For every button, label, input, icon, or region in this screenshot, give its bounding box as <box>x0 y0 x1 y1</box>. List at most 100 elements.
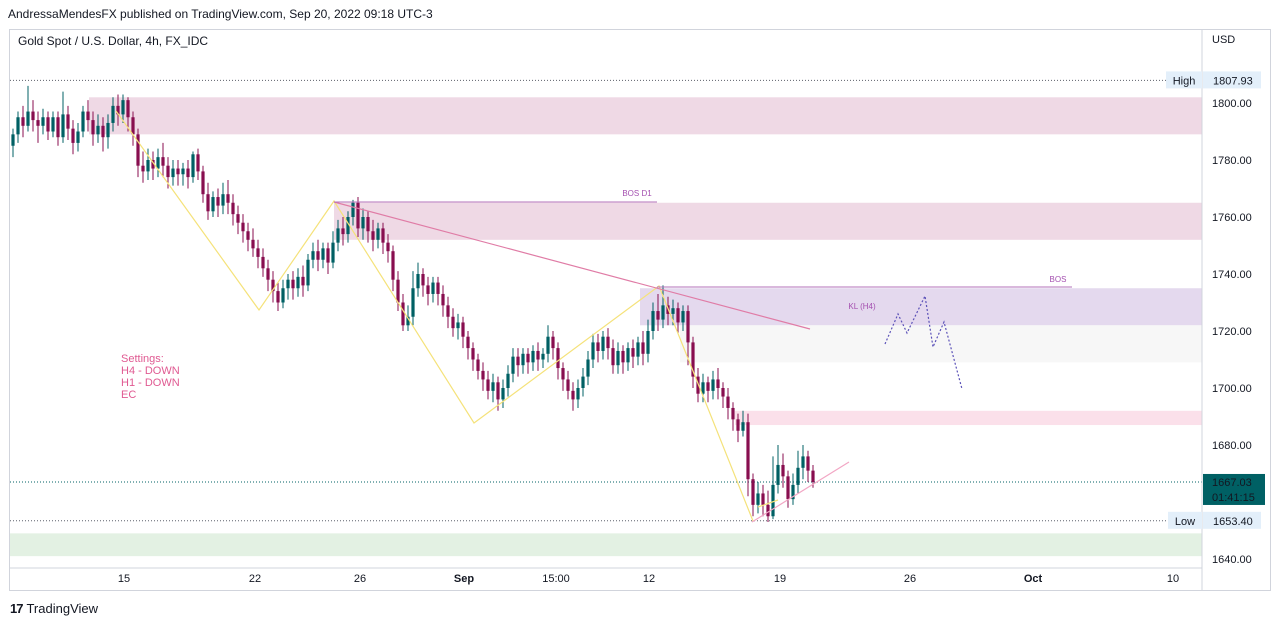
candle-body <box>376 228 380 240</box>
x-tick-label: 26 <box>904 573 916 585</box>
projection-path <box>884 294 963 390</box>
candle-body <box>561 368 565 380</box>
candle-body <box>286 279 290 289</box>
candle-body <box>726 396 730 408</box>
candle-body <box>36 120 40 126</box>
candle-body <box>811 470 815 483</box>
candle-body <box>756 493 760 505</box>
key-level-h4 <box>640 288 1202 326</box>
candle-body <box>381 228 385 243</box>
candle-body <box>261 256 265 269</box>
candle-body <box>761 493 765 505</box>
descending-trendline <box>333 201 811 330</box>
candle-body <box>591 342 595 360</box>
y-tick-label: 1640.00 <box>1212 554 1252 566</box>
y-tick-label: 1780.00 <box>1212 155 1252 167</box>
candle-body <box>26 111 30 126</box>
candle-body <box>21 117 25 126</box>
candle-body <box>461 322 465 337</box>
candle-body <box>781 464 785 477</box>
candle-body <box>136 134 140 166</box>
candle-body <box>576 388 580 400</box>
candle-body <box>456 322 460 329</box>
candle-body <box>116 105 120 115</box>
symbol-title[interactable]: Gold Spot / U.S. Dollar, 4h, FX_IDC <box>18 34 209 48</box>
candle-body <box>511 356 515 374</box>
candle-body <box>31 111 35 121</box>
candle-body <box>186 168 190 178</box>
candle-body <box>491 382 495 391</box>
x-tick-label: 26 <box>354 573 366 585</box>
candle-body <box>161 157 165 166</box>
candle-body <box>496 382 500 400</box>
settings-note-line: H4 - DOWN <box>121 365 180 377</box>
candle-body <box>391 251 395 280</box>
candle-body <box>326 248 330 263</box>
candle-body <box>291 279 295 289</box>
candle-body <box>16 117 20 135</box>
candle-body <box>146 160 150 172</box>
candle-body <box>226 194 230 203</box>
y-tick-label: 1800.00 <box>1212 98 1252 110</box>
candle-body <box>596 342 600 351</box>
candle-body <box>661 305 665 320</box>
candle-body <box>721 388 725 397</box>
candle-body <box>251 239 255 249</box>
candle-body <box>71 128 75 143</box>
candle-body <box>361 217 365 229</box>
candle-body <box>426 285 430 294</box>
candle-body <box>351 202 355 217</box>
candle-body <box>81 111 85 132</box>
candle-body <box>626 348 630 363</box>
candle-body <box>206 194 210 212</box>
candle-body <box>646 331 650 354</box>
brand-name: TradingView <box>26 601 99 616</box>
candle-body <box>106 122 110 138</box>
candle-body <box>671 308 675 314</box>
candle-body <box>796 467 800 485</box>
candle-body <box>551 336 555 349</box>
high-value-bg <box>1203 71 1261 89</box>
candle-body <box>541 353 545 360</box>
candle-body <box>46 117 50 132</box>
candle-body <box>301 276 305 286</box>
candle-body <box>306 259 310 286</box>
candle-body <box>736 419 740 431</box>
candle-body <box>581 376 585 388</box>
x-tick-label: 22 <box>249 573 261 585</box>
candle-body <box>751 479 755 505</box>
candle-body <box>501 388 505 400</box>
candle-body <box>311 251 315 260</box>
candle-body <box>471 348 475 360</box>
y-tick-label: 1680.00 <box>1212 440 1252 452</box>
candle-body <box>776 464 780 485</box>
candle-body <box>686 311 690 343</box>
demand-zone <box>10 533 1202 557</box>
candle-body <box>406 316 410 326</box>
bos-label: BOS <box>1050 275 1067 284</box>
x-tick-label: 19 <box>774 573 786 585</box>
candle-body <box>76 131 80 143</box>
candle-body <box>216 197 220 206</box>
candle-body <box>101 125 105 138</box>
candle-body <box>11 134 15 146</box>
candle-body <box>296 276 300 289</box>
tradingview-brand[interactable]: 17 TradingView <box>10 601 98 616</box>
candle-body <box>316 251 320 260</box>
candle-body <box>451 316 455 329</box>
settings-note-line: Settings: <box>121 353 164 365</box>
candle-body <box>346 217 350 235</box>
candle-body <box>321 248 325 260</box>
low-value-bg <box>1203 511 1261 529</box>
candle-body <box>61 114 65 138</box>
publish-info: AndressaMendesFX published on TradingVie… <box>8 7 433 21</box>
countdown-label: 01:41:15 <box>1212 492 1255 504</box>
candle-body <box>221 194 225 206</box>
candles-group <box>11 85 815 522</box>
candle-body <box>476 359 480 371</box>
x-tick-label: Sep <box>454 573 474 585</box>
candle-body <box>431 282 435 294</box>
candle-body <box>806 456 810 471</box>
candle-body <box>91 120 95 135</box>
